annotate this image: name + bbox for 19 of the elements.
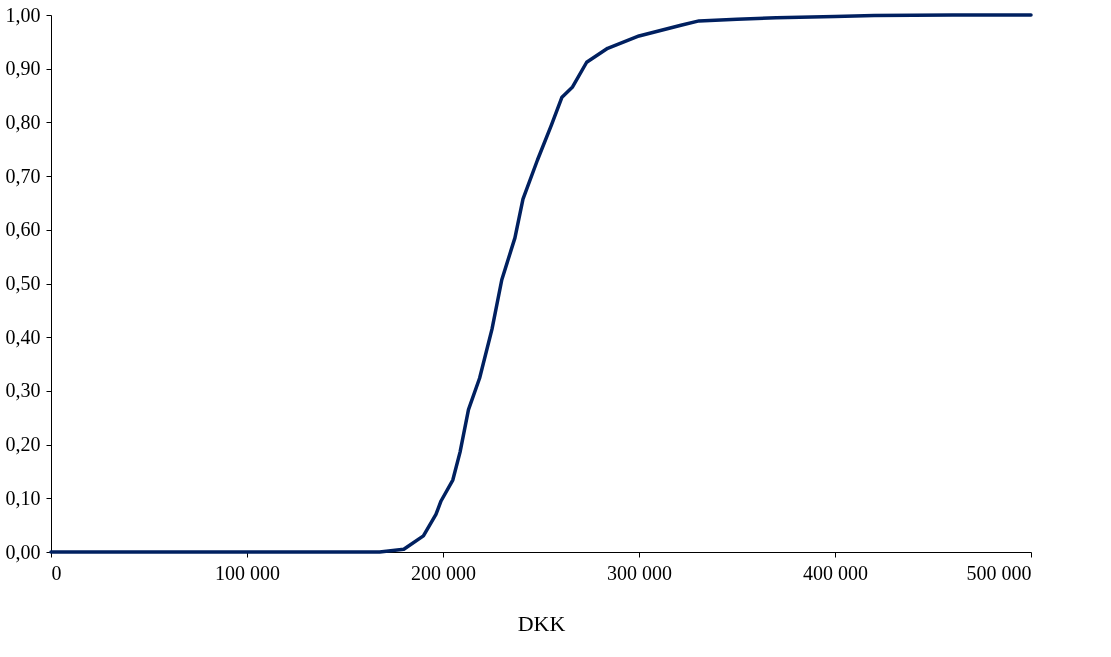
y-tick-label: 0,80 xyxy=(5,110,41,133)
y-tick-label: 0,30 xyxy=(5,379,41,402)
y-tick-label: 0,10 xyxy=(5,486,41,509)
y-tick-label: 1,00 xyxy=(5,3,41,26)
y-tick-label: 0,40 xyxy=(5,325,41,348)
y-tick-label: 0,60 xyxy=(5,218,41,241)
x-tick-label: 0 xyxy=(51,561,62,584)
x-tick-label: 400 000 xyxy=(803,561,868,584)
line-series xyxy=(49,13,1033,554)
y-tick-label: 0,90 xyxy=(5,57,41,80)
y-tick-label: 0,50 xyxy=(5,272,41,294)
x-tick-label: 500 000 xyxy=(966,561,1032,584)
x-tick-label: 200 000 xyxy=(411,561,476,584)
x-tick-label: 100 000 xyxy=(215,561,280,584)
y-tick-label: 0,20 xyxy=(5,433,41,456)
x-tick-label: 300 000 xyxy=(607,561,672,584)
x-axis-title: DKK xyxy=(517,610,566,636)
y-tick-label: 0,00 xyxy=(5,540,41,563)
y-tick-label: 0,70 xyxy=(5,164,41,187)
